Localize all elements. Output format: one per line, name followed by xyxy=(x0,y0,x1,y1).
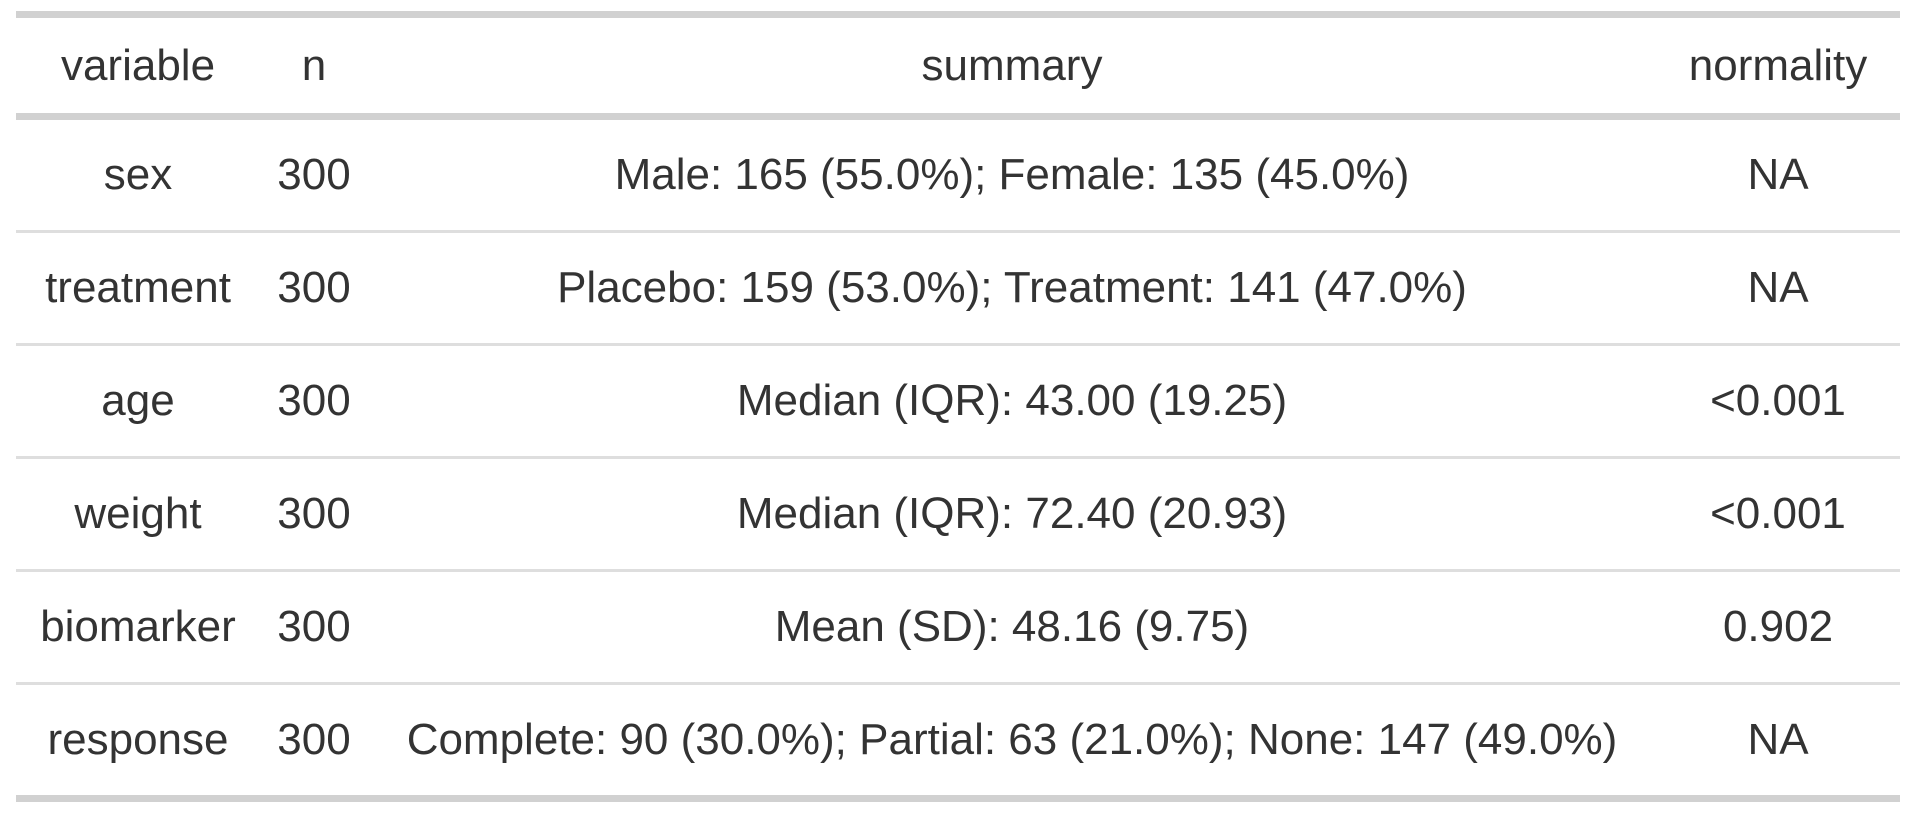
summary-table-container: variable n summary normality sex 300 Mal… xyxy=(16,11,1900,802)
cell-n: 300 xyxy=(260,230,368,345)
table-row: weight 300 Median (IQR): 72.40 (20.93) <… xyxy=(16,456,1900,571)
cell-n: 300 xyxy=(260,343,368,458)
cell-normality: NA xyxy=(1747,150,1809,199)
table-row: age 300 Median (IQR): 43.00 (19.25) <0.0… xyxy=(16,343,1900,458)
table-body: sex 300 Male: 165 (55.0%); Female: 135 (… xyxy=(16,117,1900,799)
cell-variable: weight xyxy=(16,456,260,571)
table-row: sex 300 Male: 165 (55.0%); Female: 135 (… xyxy=(16,117,1900,232)
cell-variable: treatment xyxy=(16,230,260,345)
table-row: biomarker 300 Mean (SD): 48.16 (9.75) 0.… xyxy=(16,569,1900,684)
cell-variable: response xyxy=(16,682,260,799)
column-header-summary: summary xyxy=(368,14,1656,120)
table-header: variable n summary normality xyxy=(16,14,1900,120)
cell-variable: biomarker xyxy=(16,569,260,684)
cell-normality: 0.902 xyxy=(1656,569,1900,684)
header-row: variable n summary normality xyxy=(16,14,1900,120)
cell-n: 300 xyxy=(277,150,351,199)
table-row: response 300 Complete: 90 (30.0%); Parti… xyxy=(16,682,1900,799)
column-header-n: n xyxy=(260,14,368,120)
column-header-variable: variable xyxy=(16,14,260,120)
cell-summary: Median (IQR): 72.40 (20.93) xyxy=(368,456,1656,571)
cell-summary: Male: 165 (55.0%); Female: 135 (45.0%) xyxy=(614,150,1410,199)
cell-summary: Placebo: 159 (53.0%); Treatment: 141 (47… xyxy=(368,230,1656,345)
column-header-normality: normality xyxy=(1656,14,1900,120)
table-row: treatment 300 Placebo: 159 (53.0%); Trea… xyxy=(16,230,1900,345)
cell-normality: <0.001 xyxy=(1656,456,1900,571)
cell-n: 300 xyxy=(260,569,368,684)
summary-table: variable n summary normality sex 300 Mal… xyxy=(16,11,1900,802)
cell-n: 300 xyxy=(260,682,368,799)
cell-variable: sex xyxy=(103,150,173,199)
cell-summary: Median (IQR): 43.00 (19.25) xyxy=(368,343,1656,458)
cell-normality: <0.001 xyxy=(1656,343,1900,458)
cell-normality: NA xyxy=(1656,230,1900,345)
cell-normality: NA xyxy=(1656,682,1900,799)
cell-variable: age xyxy=(16,343,260,458)
cell-summary: Mean (SD): 48.16 (9.75) xyxy=(368,569,1656,684)
cell-summary: Complete: 90 (30.0%); Partial: 63 (21.0%… xyxy=(368,682,1656,799)
cell-n: 300 xyxy=(260,456,368,571)
